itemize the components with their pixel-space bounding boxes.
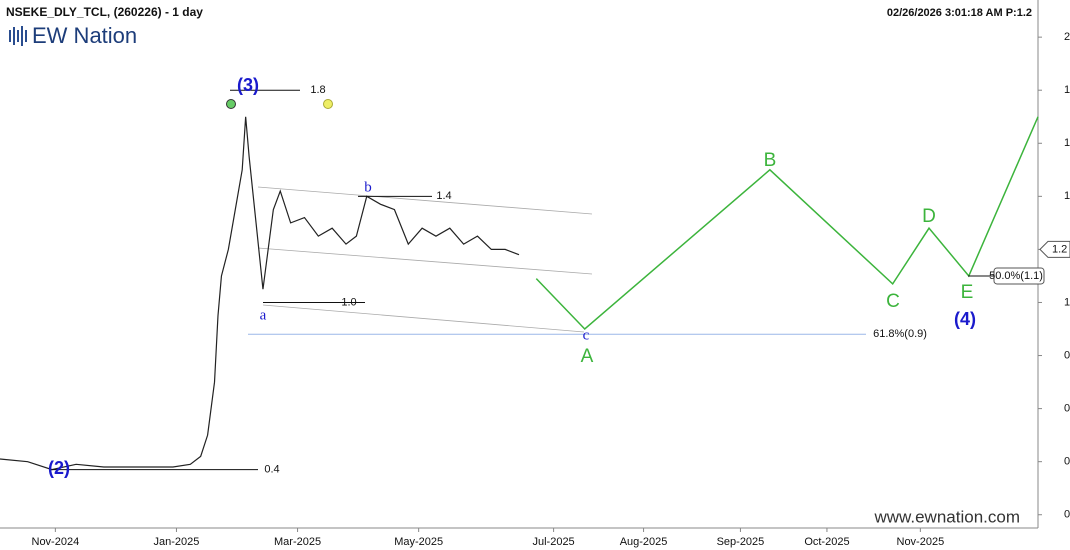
channel-line	[257, 247, 593, 275]
wave-label: b	[364, 179, 372, 195]
chart-title: NSEKE_DLY_TCL, (260226) - 1 day	[6, 5, 203, 19]
y-tick-label: 1.6	[1064, 137, 1070, 149]
wave-label: (4)	[954, 309, 976, 329]
level-label: 1.0	[341, 296, 356, 308]
level-label: 1.4	[436, 190, 451, 202]
level-label: 50.0%(1.1)	[989, 270, 1043, 282]
y-tick-label: 2.0	[1064, 31, 1070, 43]
x-tick-label: Sep-2025	[717, 536, 765, 548]
x-tick-label: May-2025	[394, 536, 443, 548]
level-label: 61.8%(0.9)	[873, 328, 927, 340]
channel-line	[262, 304, 585, 333]
x-tick-label: Jan-2025	[154, 536, 200, 548]
x-tick-label: Aug-2025	[620, 536, 668, 548]
wave-label: B	[764, 150, 777, 171]
marker	[226, 99, 236, 109]
marker	[323, 99, 333, 109]
price-tag-label: 1.2	[1052, 243, 1067, 255]
x-tick-label: Jul-2025	[532, 536, 574, 548]
channel-line	[257, 186, 593, 215]
wave-label: A	[581, 346, 594, 367]
level-label: 0.4	[264, 464, 279, 476]
timestamp: 02/26/2026 3:01:18 AM P:1.2	[887, 7, 1032, 19]
wave-label: a	[260, 307, 267, 323]
y-tick-label: 0.2	[1064, 509, 1070, 521]
x-tick-label: Nov-2025	[897, 536, 945, 548]
series-line	[0, 116, 520, 471]
level-label: 1.8	[310, 84, 325, 96]
wave-label: (3)	[237, 75, 259, 95]
y-tick-label: 1.8	[1064, 84, 1070, 96]
wave-label: D	[922, 206, 936, 227]
logo: EW Nation	[32, 23, 137, 48]
price-tag	[1039, 240, 1070, 258]
y-tick-label: 1.4	[1064, 190, 1070, 202]
y-tick-label: 0.4	[1064, 456, 1070, 468]
wave-label: E	[961, 282, 974, 303]
y-tick-label: 1.0	[1064, 296, 1070, 308]
x-tick-label: Nov-2024	[32, 536, 80, 548]
level-tag	[993, 267, 1045, 285]
y-tick-label: 0.8	[1064, 349, 1070, 361]
x-tick-label: Oct-2025	[804, 536, 849, 548]
logo-icon	[9, 26, 27, 46]
wave-label: (2)	[48, 458, 70, 478]
y-tick-label: 0.6	[1064, 403, 1070, 415]
wave-label: c	[583, 327, 590, 343]
wave-label: C	[886, 291, 900, 312]
x-tick-label: Mar-2025	[274, 536, 321, 548]
watermark: www.ewnation.com	[873, 507, 1020, 526]
